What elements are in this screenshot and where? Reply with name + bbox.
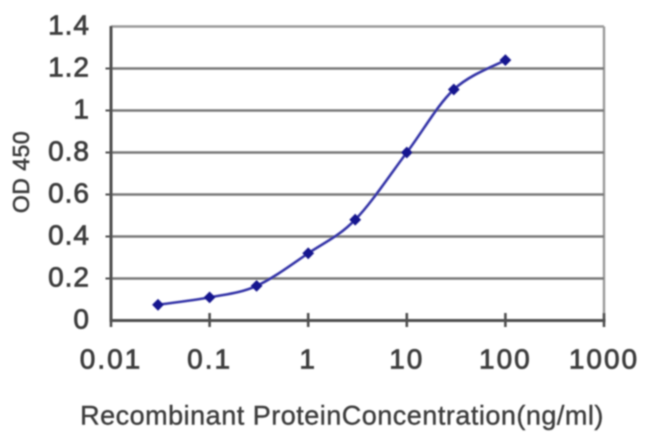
svg-text:1: 1: [73, 94, 90, 125]
svg-text:0.1: 0.1: [187, 344, 232, 375]
svg-text:10: 10: [389, 344, 424, 375]
svg-text:1: 1: [299, 344, 317, 375]
svg-text:Recombinant ProteinConcentrati: Recombinant ProteinConcentration(ng/ml): [80, 401, 604, 431]
svg-text:1000: 1000: [569, 344, 639, 375]
svg-text:0.6: 0.6: [48, 178, 90, 209]
svg-text:0.2: 0.2: [48, 262, 90, 293]
svg-text:1.2: 1.2: [48, 52, 90, 83]
svg-text:0.4: 0.4: [48, 220, 90, 251]
svg-text:1.4: 1.4: [48, 10, 90, 41]
svg-text:0.8: 0.8: [48, 136, 90, 167]
svg-text:0.01: 0.01: [80, 344, 143, 375]
svg-text:OD 450: OD 450: [8, 131, 34, 213]
svg-text:100: 100: [479, 344, 532, 375]
svg-text:0: 0: [73, 304, 90, 335]
